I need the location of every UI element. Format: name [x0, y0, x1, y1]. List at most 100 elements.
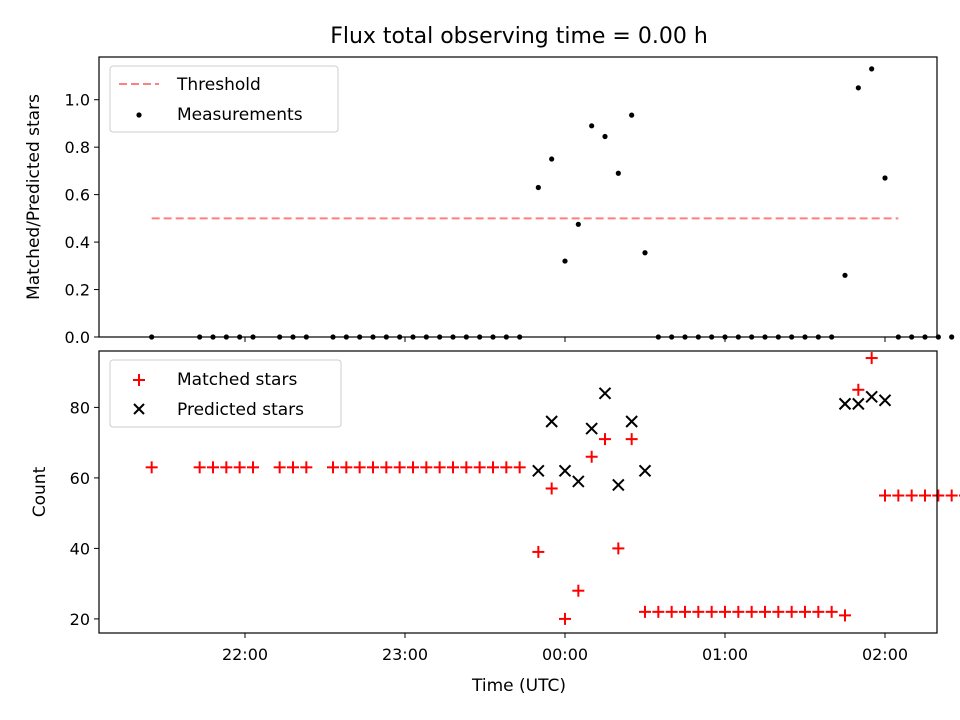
- bottom-panel: 20 40 60 80 22:00 23:00 00:00 01:00 02:00 Count…: [30, 350, 960, 696]
- legend-predicted-marker: [133, 403, 145, 415]
- x-tick-label: 00:00: [542, 645, 588, 664]
- predicted-star-point: [585, 422, 598, 435]
- matched-star-point: [487, 461, 499, 474]
- measurement-point: [549, 156, 555, 162]
- measurement-point: [629, 112, 635, 118]
- top-y-tick-label: 1.0: [65, 91, 90, 110]
- bottom-y-tick-label: 80: [70, 398, 90, 417]
- top-y-tick-label: 0.8: [65, 138, 90, 157]
- top-legend: Threshold Measurements: [109, 65, 339, 133]
- matched-star-point: [732, 605, 745, 618]
- x-tick-label: 23:00: [382, 645, 428, 664]
- matched-star-point: [612, 542, 625, 555]
- top-y-tick-label: 0.0: [65, 328, 90, 347]
- legend-threshold-label: Threshold: [176, 75, 261, 95]
- matched-star-point: [639, 605, 651, 618]
- legend-predicted-label: Predicted stars: [177, 400, 304, 420]
- top-y-axis-label: Matched/Predicted stars: [24, 94, 44, 300]
- bottom-plot-frame: [98, 350, 938, 634]
- matched-star-point: [812, 605, 825, 618]
- bottom-y-tick-label: 60: [70, 469, 90, 488]
- matched-star-point: [407, 461, 419, 474]
- top-y-tick-label: 0.2: [65, 281, 90, 300]
- matched-star-point: [473, 461, 486, 474]
- top-legend-box: [109, 65, 339, 133]
- measurement-point: [949, 334, 955, 340]
- matched-star-point: [340, 461, 353, 474]
- predicted-star-point: [558, 464, 572, 478]
- matched-star-point: [367, 461, 379, 474]
- top-y-tick-label: 0.4: [65, 233, 90, 252]
- matched-star-point: [585, 450, 598, 463]
- top-x-ticks: [244, 337, 886, 342]
- matched-star-point: [559, 612, 571, 625]
- matched-star-point: [545, 482, 558, 495]
- matched-star-point: [500, 461, 513, 474]
- bottom-y-ticks: 20 40 60 80: [70, 398, 99, 629]
- predicted-star-point: [625, 415, 638, 428]
- matched-star-point: [932, 489, 945, 502]
- bottom-x-ticks: 22:00 23:00 00:00 01:00 02:00: [222, 633, 908, 664]
- matched-star-point: [839, 609, 851, 622]
- counts-layer: [145, 352, 960, 625]
- predicted-star-point: [865, 390, 878, 404]
- bottom-y-tick-label: 40: [70, 539, 90, 558]
- matched-star-point: [353, 461, 366, 474]
- measurement-point: [602, 133, 608, 140]
- measurement-point: [869, 66, 875, 72]
- matched-star-point: [785, 605, 798, 618]
- legend-measurements-label: Measurements: [177, 105, 303, 125]
- matched-star-point: [665, 605, 678, 618]
- matched-star-point: [460, 461, 473, 474]
- measurement-point: [535, 184, 541, 191]
- measurement-point: [575, 221, 581, 227]
- predicted-star-point: [838, 397, 852, 411]
- matched-star-point: [220, 461, 233, 474]
- matched-star-point: [287, 461, 299, 474]
- matched-star-point: [892, 489, 905, 502]
- bottom-legend-box: [109, 359, 342, 428]
- matched-star-point: [825, 605, 838, 618]
- predicted-star-point: [638, 464, 652, 478]
- bottom-y-axis-label: Count: [30, 466, 50, 517]
- matched-star-point: [772, 605, 785, 618]
- predicted-star-point: [598, 387, 612, 400]
- bottom-y-tick-label: 20: [70, 610, 90, 629]
- matched-star-point: [433, 461, 446, 474]
- matched-star-point: [207, 461, 219, 474]
- matched-star-point: [273, 461, 286, 474]
- matched-star-point: [679, 605, 691, 618]
- top-y-tick-label: 0.6: [65, 186, 90, 205]
- predicted-star-point: [878, 394, 892, 407]
- bottom-legend: Matched stars Predicted stars: [109, 359, 342, 428]
- matched-star-point: [745, 605, 758, 618]
- measurement-point: [615, 170, 621, 176]
- top-y-ticks: 0.0 0.2 0.4 0.6 0.8 1.0: [65, 91, 99, 347]
- predicted-star-point: [545, 415, 558, 428]
- matched-star-point: [705, 605, 718, 618]
- matched-star-point: [327, 461, 339, 474]
- x-tick-label: 02:00: [862, 645, 908, 664]
- legend-matched-label: Matched stars: [177, 370, 297, 390]
- matched-star-point: [300, 461, 313, 474]
- matched-star-point: [652, 605, 665, 618]
- x-tick-label: 22:00: [222, 645, 268, 664]
- measurement-point: [642, 250, 648, 256]
- predicted-star-point: [572, 475, 585, 488]
- measurement-point: [562, 258, 568, 264]
- measurement-point: [589, 123, 595, 129]
- measurement-point: [842, 272, 848, 278]
- matched-star-point: [513, 461, 526, 474]
- matched-star-point: [919, 489, 931, 502]
- matched-star-point: [233, 461, 246, 474]
- measurement-point: [855, 85, 861, 91]
- legend-measurements-marker: [136, 112, 142, 118]
- predicted-star-point: [852, 397, 865, 411]
- matched-star-point: [759, 605, 771, 618]
- matched-star-point: [879, 489, 891, 502]
- matched-star-point: [393, 461, 406, 474]
- measurement-point: [882, 175, 888, 181]
- matched-star-point: [532, 545, 545, 558]
- x-tick-label: 01:00: [702, 645, 748, 664]
- chart-title: Flux total observing time = 0.00 h: [330, 24, 708, 49]
